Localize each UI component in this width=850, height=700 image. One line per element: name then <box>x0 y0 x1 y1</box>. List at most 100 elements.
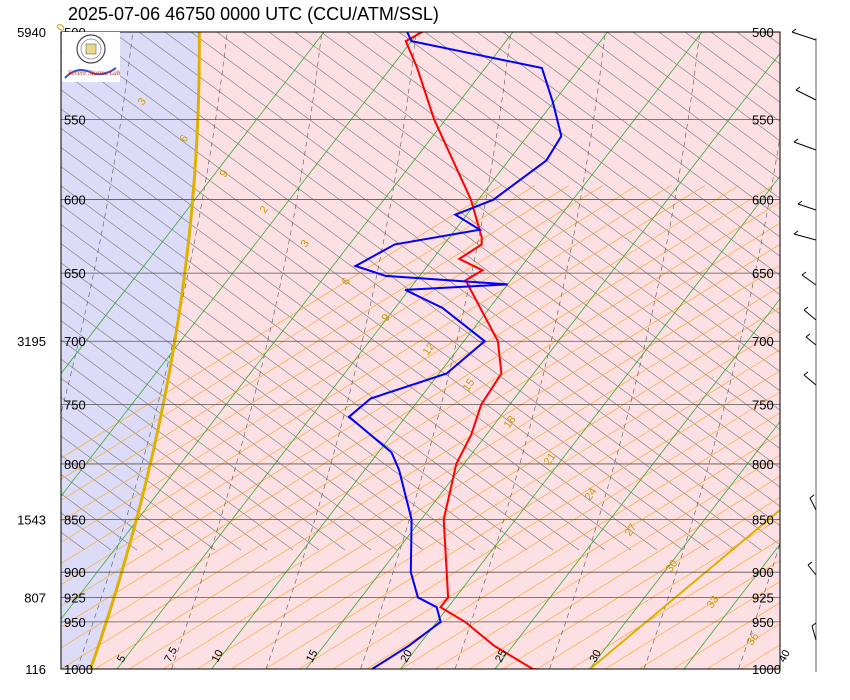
pressure-label-right: 925 <box>752 590 774 605</box>
stability-shading <box>61 32 780 669</box>
wind-barb <box>797 203 817 211</box>
logo-text: Severe Storms Lab. <box>68 69 120 77</box>
mixing-ratio-line <box>366 412 780 669</box>
temperature-trace <box>404 32 548 669</box>
parcel-curve <box>89 32 201 669</box>
mixing-ratio-line <box>400 433 780 669</box>
mixing-ratio-label: 24 <box>583 486 600 503</box>
moist-adiabat <box>360 32 512 669</box>
mixing-ratio-label: 12 <box>421 341 438 358</box>
isotherm-label: 40 <box>777 648 793 664</box>
moist-adiabat <box>454 32 606 669</box>
dry-adiabat <box>815 32 850 550</box>
pressure-label-left: 1000 <box>64 662 93 677</box>
wind-barb <box>803 374 817 386</box>
dry-adiabat <box>294 32 780 392</box>
pressure-label-right: 750 <box>752 398 774 413</box>
mixing-ratio-line <box>298 370 780 669</box>
wind-barb <box>791 31 817 41</box>
pressure-label-right: 850 <box>752 513 774 528</box>
mixing-ratio-label: 2 <box>258 204 271 216</box>
pressure-label-right: 950 <box>752 615 774 630</box>
dry-adiabat <box>0 32 59 550</box>
dry-adiabat <box>372 32 780 334</box>
pressure-label-right: 900 <box>752 565 774 580</box>
wind-barb <box>809 497 817 511</box>
height-label: 3195 <box>17 334 46 349</box>
dry-adiabat <box>398 32 780 315</box>
dry-adiabat <box>216 32 780 449</box>
wind-barb-flag <box>809 494 815 499</box>
wind-barb-flag <box>803 306 809 311</box>
mixing-ratio-label: 27 <box>623 522 640 539</box>
dry-adiabat <box>606 32 780 161</box>
mixing-ratio-line <box>570 539 780 669</box>
pressure-label-right: 650 <box>752 266 774 281</box>
wind-barb-flag <box>793 138 799 143</box>
pressure-label-left: 850 <box>64 513 86 528</box>
isotherm-label: 20 <box>399 648 415 664</box>
mixing-ratio-line <box>61 185 774 628</box>
mixing-ratio-label: 15 <box>461 377 478 394</box>
dry-adiabat <box>632 32 780 142</box>
dry-adiabat <box>424 32 780 296</box>
lab-logo: Severe Storms Lab. <box>62 32 122 82</box>
mixing-ratio-label: 9 <box>380 312 393 324</box>
moist-adiabat <box>643 134 780 669</box>
mixing-ratio-label: 0 <box>55 22 68 34</box>
mixing-ratio-line <box>774 665 780 669</box>
wind-barb-flag <box>807 561 813 566</box>
height-label: 1543 <box>17 513 46 528</box>
wind-barb-flag <box>803 371 809 376</box>
isotherm <box>589 420 780 669</box>
isotherm-label: 30 <box>588 648 604 664</box>
pressure-label-left: 700 <box>64 334 86 349</box>
mixing-ratio-line <box>61 201 780 649</box>
mixing-ratio-line <box>94 243 780 669</box>
mixing-ratio-label: 33 <box>705 594 722 611</box>
mixing-ratio-label: 3 <box>136 96 149 108</box>
isotherm-label: 15 <box>304 648 320 664</box>
unstable-region <box>61 32 200 669</box>
mixing-ratio-label: 36 <box>745 631 762 648</box>
dry-adiabat <box>789 32 850 550</box>
wind-barb <box>793 233 817 241</box>
mixing-ratio-line <box>843 185 850 669</box>
mixing-ratio-line <box>61 185 638 543</box>
wind-barbs <box>791 28 817 672</box>
mixing-ratio-line <box>536 517 780 669</box>
moist-adiabat <box>76 32 228 669</box>
dry-adiabat <box>554 32 780 199</box>
wind-barb-flag <box>811 622 817 627</box>
wind-barb-flag <box>791 28 797 33</box>
dry-adiabat <box>0 32 7 550</box>
height-label: 116 <box>25 662 46 677</box>
isotherm <box>683 543 780 669</box>
dry-adiabat <box>0 32 33 550</box>
pressure-label-right: 1000 <box>752 662 781 677</box>
dry-adiabat <box>658 32 780 122</box>
dewpoint-trace <box>347 32 563 669</box>
moist-adiabat <box>549 32 701 669</box>
wind-barb <box>805 336 817 346</box>
mixing-ratio-line <box>230 328 780 669</box>
chart-title: 2025-07-06 46750 0000 UTC (CCU/ATM/SSL) <box>68 4 439 24</box>
mixing-ratio-label: 9 <box>218 168 231 180</box>
wind-barb <box>811 625 817 641</box>
pressure-label-left: 600 <box>64 193 86 208</box>
pressure-label-left: 650 <box>64 266 86 281</box>
wind-barb-flag <box>797 200 803 205</box>
moist-adiabat <box>738 542 780 669</box>
mixing-ratio-label: 21 <box>542 451 559 468</box>
pressure-label-left: 925 <box>64 590 86 605</box>
mixing-ratio-line <box>61 185 740 607</box>
plot-frame <box>60 31 781 670</box>
pressure-label-left: 900 <box>64 565 86 580</box>
mixing-ratio-line <box>638 581 780 669</box>
isotherm <box>494 298 780 669</box>
pressure-label-left: 550 <box>64 113 86 128</box>
wind-barb <box>793 141 817 151</box>
isotherm <box>211 32 703 669</box>
pressure-label-right: 700 <box>752 334 774 349</box>
mixing-ratio-label: 3 <box>299 238 312 250</box>
